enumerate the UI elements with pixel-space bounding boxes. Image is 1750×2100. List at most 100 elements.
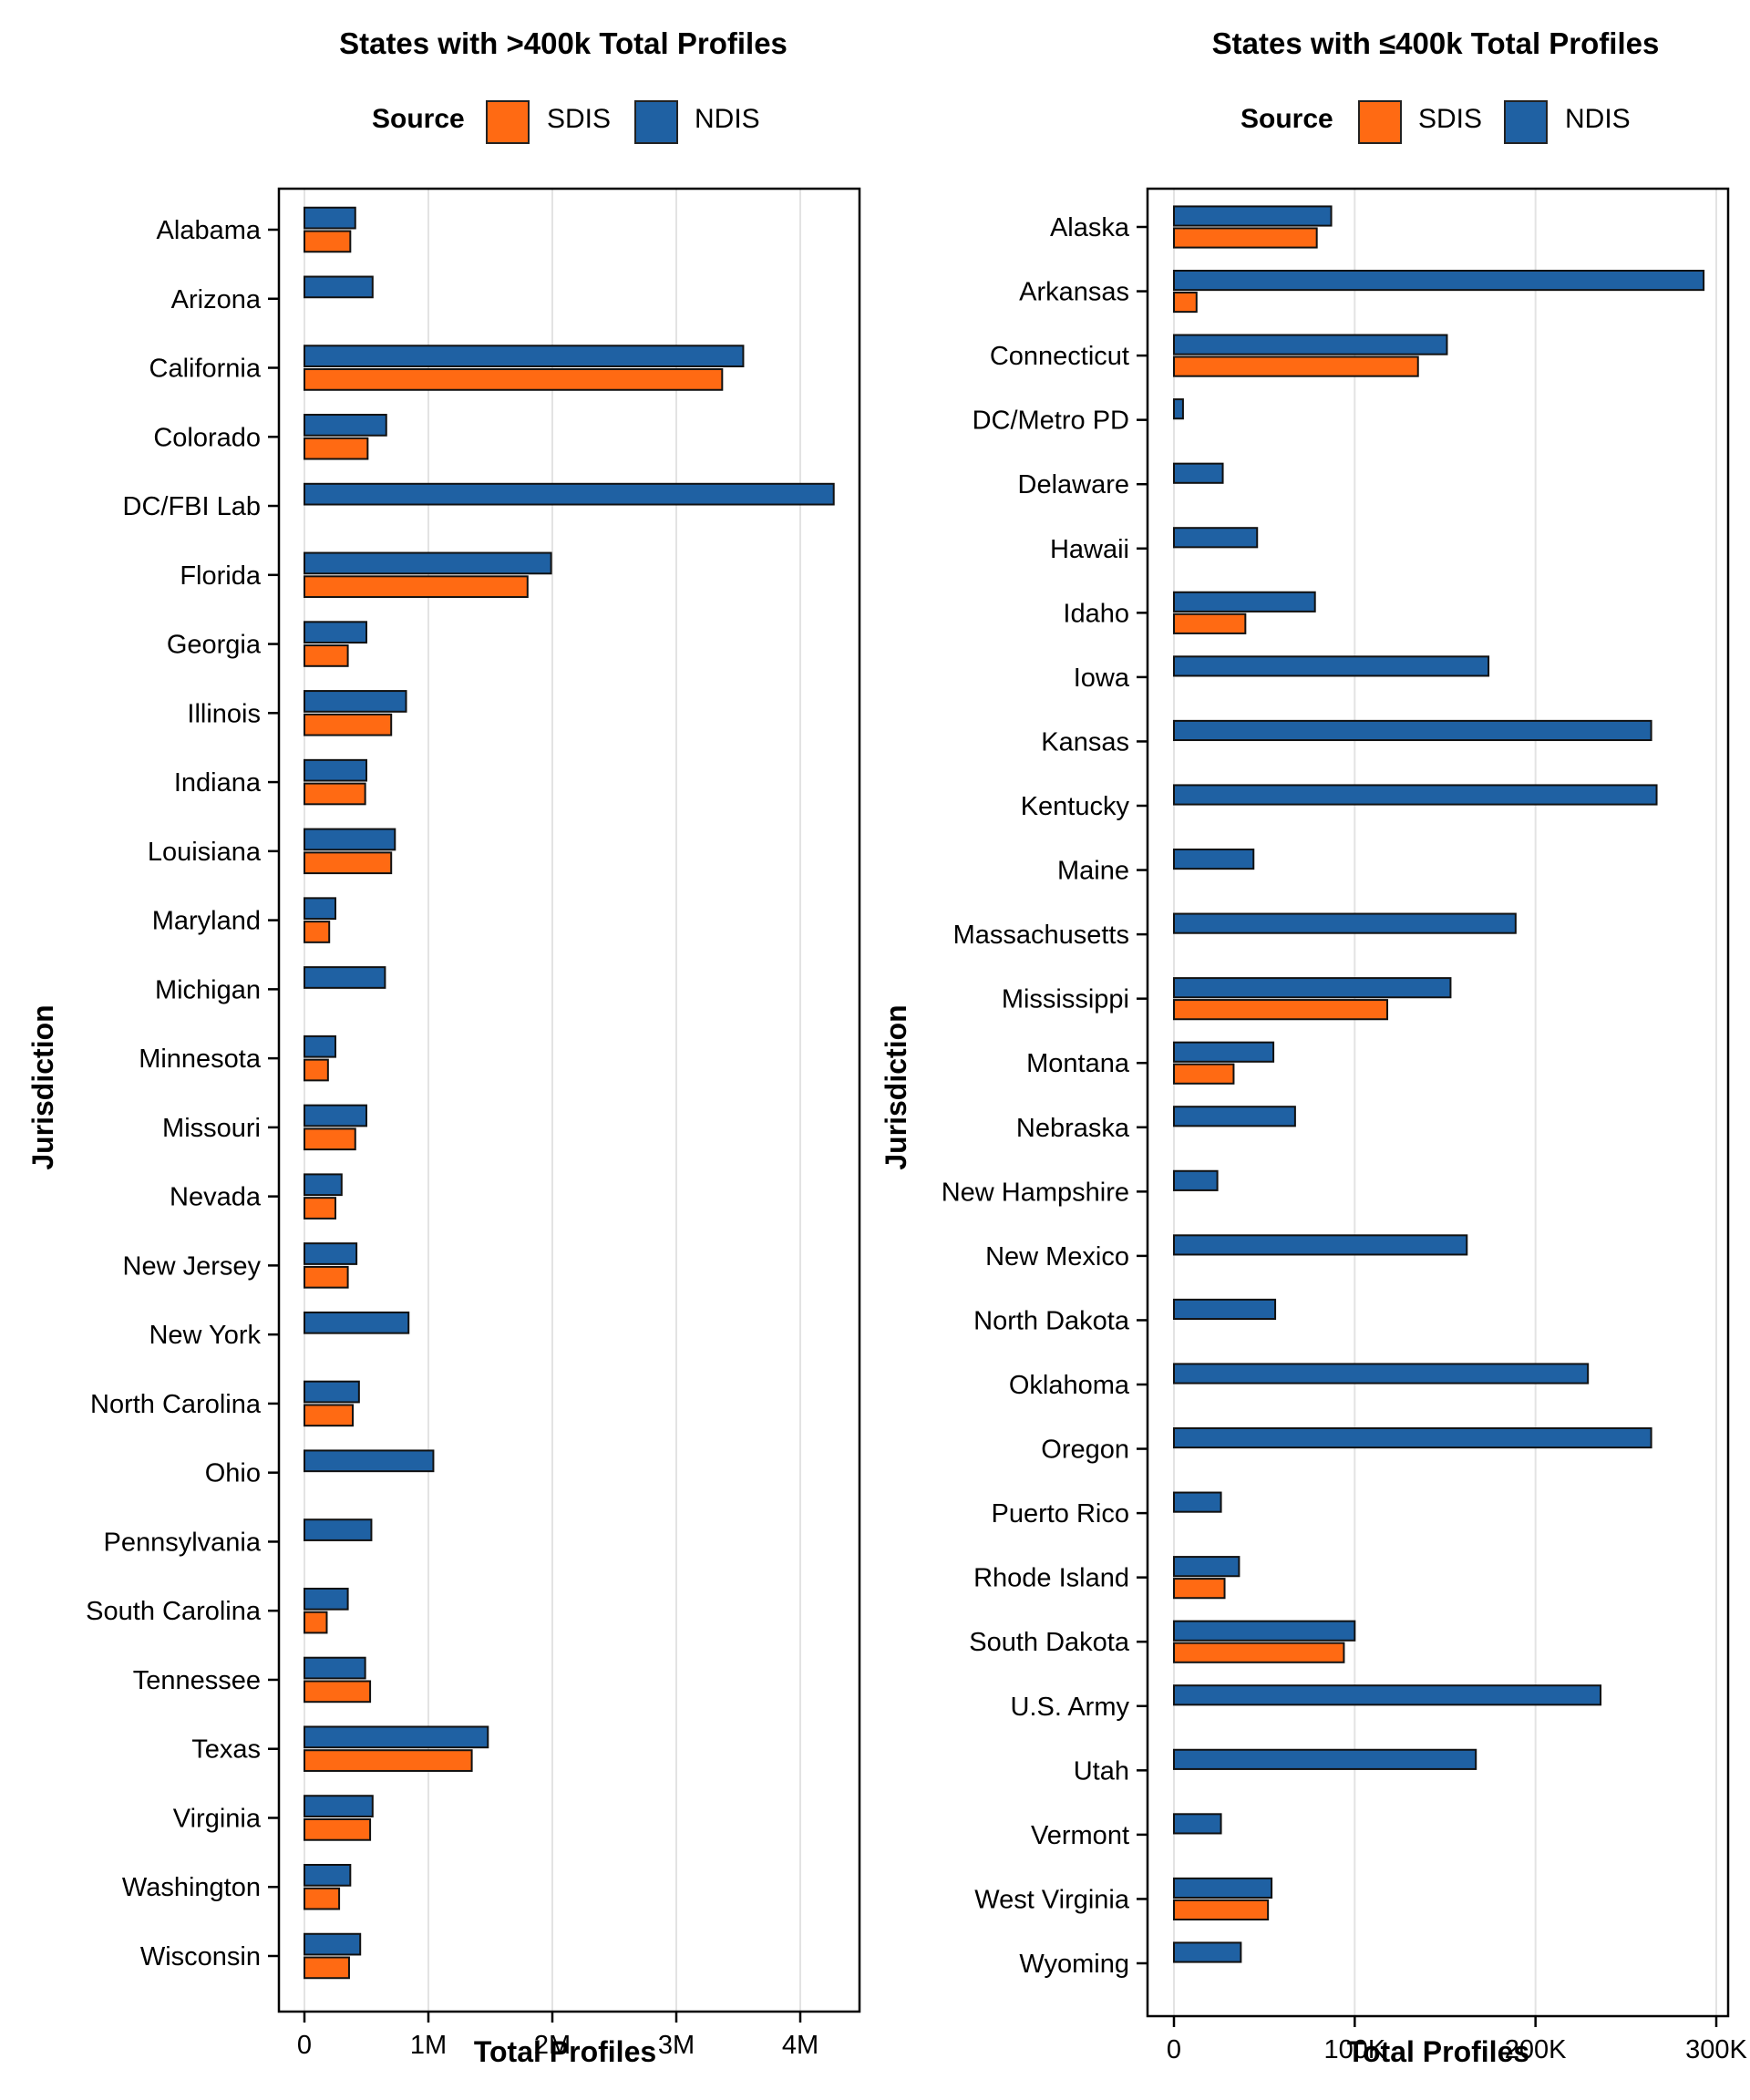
y-tick-label-kentucky: Kentucky <box>1021 792 1130 821</box>
bar-ndis-alaska <box>1173 205 1333 227</box>
bar-ndis-colorado <box>304 414 387 437</box>
legend-label-sdis: SDIS <box>1418 104 1482 134</box>
bar-ndis-pennsylvania <box>304 1518 373 1541</box>
y-tick-label-maine: Maine <box>1057 857 1129 886</box>
x-tick-label: 300K <box>1685 2035 1747 2064</box>
bar-ndis-louisiana <box>304 828 396 851</box>
y-tick-label-massachusetts: Massachusetts <box>953 921 1129 950</box>
panel-small-states: States with ≤400k Total Profiles Source … <box>880 26 1748 2068</box>
y-tick-label-dc-metro-pd: DC/Metro PD <box>973 407 1129 436</box>
bar-ndis-wyoming <box>1173 1941 1242 1963</box>
bar-ndis-west-virginia <box>1173 1877 1273 1899</box>
y-tick-label-tennessee: Tennessee <box>133 1666 261 1695</box>
legend-label-sdis: SDIS <box>547 104 611 134</box>
y-tick-label-iowa: Iowa <box>1074 664 1130 693</box>
y-tick-label-rhode-island: Rhode Island <box>973 1564 1129 1593</box>
legend-swatch-ndis <box>634 100 678 144</box>
y-tick-label-montana: Montana <box>1026 1049 1130 1078</box>
bar-ndis-tennessee <box>304 1656 366 1680</box>
bar-sdis-maryland <box>304 921 331 943</box>
bar-sdis-colorado <box>304 437 369 460</box>
bar-ndis-hawaii <box>1173 527 1259 549</box>
bar-ndis-dc-fbi-lab <box>304 482 835 506</box>
bar-sdis-missouri <box>304 1127 356 1151</box>
legend-swatch-sdis <box>1358 100 1402 144</box>
y-tick-label-vermont: Vermont <box>1031 1821 1129 1850</box>
y-tick-label-idaho: Idaho <box>1063 599 1129 628</box>
bar-sdis-west-virginia <box>1173 1899 1270 1921</box>
bar-sdis-florida <box>304 575 529 599</box>
bar-sdis-tennessee <box>304 1680 372 1704</box>
y-tick-label-florida: Florida <box>180 561 262 591</box>
bar-ndis-ohio <box>304 1449 435 1473</box>
bar-sdis-mississippi <box>1173 999 1389 1021</box>
x-axis-title: Total Profiles <box>474 2035 656 2068</box>
y-tick-label-mississippi: Mississippi <box>1002 985 1129 1014</box>
legend-title: Source <box>1240 104 1333 134</box>
bar-ndis-alabama <box>304 206 356 230</box>
bar-ndis-indiana <box>304 758 367 782</box>
bar-ndis-montana <box>1173 1041 1275 1063</box>
y-tick-label-kansas: Kansas <box>1041 727 1129 757</box>
bar-ndis-california <box>304 345 745 368</box>
x-tick-label: 4M <box>782 2031 818 2060</box>
bar-ndis-oregon <box>1173 1426 1652 1449</box>
bar-sdis-virginia <box>304 1817 372 1841</box>
bar-sdis-idaho <box>1173 612 1247 634</box>
y-tick-label-washington: Washington <box>122 1873 261 1902</box>
bar-ndis-new-york <box>304 1311 410 1334</box>
bar-sdis-wisconsin <box>304 1956 350 1980</box>
bar-ndis-iowa <box>1173 655 1490 677</box>
y-tick-label-connecticut: Connecticut <box>990 342 1129 371</box>
legend-label-ndis: NDIS <box>1565 104 1631 134</box>
bar-ndis-north-dakota <box>1173 1298 1277 1321</box>
chart-title: States with ≤400k Total Profiles <box>1212 26 1660 60</box>
bar-ndis-south-dakota <box>1173 1620 1356 1642</box>
bar-ndis-washington <box>304 1863 352 1887</box>
bar-ndis-nevada <box>304 1173 343 1197</box>
bar-sdis-connecticut <box>1173 355 1419 377</box>
y-tick-label-minnesota: Minnesota <box>139 1045 262 1074</box>
y-tick-label-louisiana: Louisiana <box>148 838 262 867</box>
y-tick-label-georgia: Georgia <box>167 631 262 660</box>
y-tick-label-oregon: Oregon <box>1041 1436 1129 1465</box>
y-tick-label-nevada: Nevada <box>170 1183 262 1212</box>
bar-ndis-arkansas <box>1173 269 1705 292</box>
bar-sdis-new-jersey <box>304 1265 349 1289</box>
y-tick-label-wisconsin: Wisconsin <box>140 1942 261 1971</box>
bar-ndis-missouri <box>304 1104 367 1127</box>
y-tick-label-california: California <box>149 355 262 384</box>
y-axis-title: Jurisdiction <box>26 1004 59 1169</box>
y-tick-label-ohio: Ohio <box>205 1459 261 1488</box>
bar-ndis-new-mexico <box>1173 1234 1468 1256</box>
panel-large-states: States with >400k Total Profiles Source … <box>26 26 861 2068</box>
bar-ndis-arizona <box>304 275 374 299</box>
plot-area: 0 1M 2M 3M 4M Alabama Arizona California Colorad… <box>86 187 861 2060</box>
bar-sdis-georgia <box>304 644 349 667</box>
bar-sdis-texas <box>304 1749 473 1772</box>
bar-ndis-maryland <box>304 897 336 921</box>
y-tick-label-wyoming: Wyoming <box>1019 1950 1129 1979</box>
y-tick-label-pennsylvania: Pennsylvania <box>104 1528 262 1557</box>
y-axis-title: Jurisdiction <box>880 1004 912 1169</box>
x-tick-label: 0 <box>297 2031 312 2060</box>
bar-ndis-delaware <box>1173 462 1224 484</box>
bar-sdis-illinois <box>304 713 393 736</box>
bar-ndis-puerto-rico <box>1173 1491 1222 1513</box>
y-tick-label-arizona: Arizona <box>171 285 262 314</box>
legend: Source SDIS NDIS <box>1240 100 1631 144</box>
x-tick-label: 3M <box>658 2031 695 2060</box>
y-tick-label-alabama: Alabama <box>157 216 262 245</box>
bar-sdis-nevada <box>304 1197 336 1220</box>
bar-ndis-u-s-army <box>1173 1684 1602 1706</box>
legend-swatch-ndis <box>1504 100 1548 144</box>
bar-ndis-texas <box>304 1725 489 1749</box>
y-tick-label-utah: Utah <box>1074 1756 1129 1786</box>
y-tick-label-north-dakota: North Dakota <box>973 1306 1130 1335</box>
bar-ndis-north-carolina <box>304 1380 360 1404</box>
bar-ndis-virginia <box>304 1795 374 1817</box>
bar-ndis-georgia <box>304 621 367 644</box>
x-tick-label: 2M <box>534 2031 571 2060</box>
bar-ndis-illinois <box>304 690 407 713</box>
